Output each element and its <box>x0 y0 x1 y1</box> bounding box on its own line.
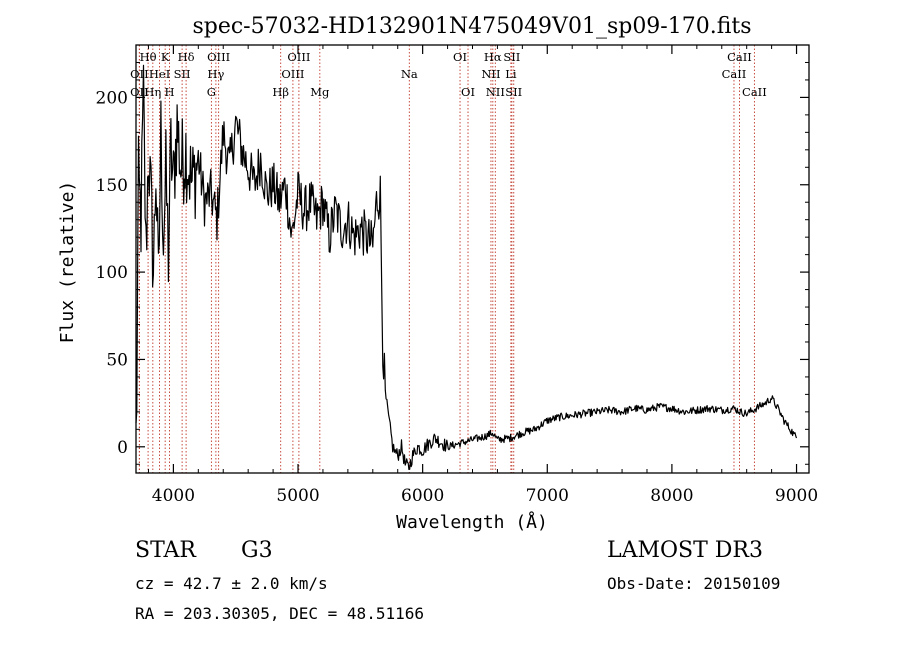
redshift-readout: cz = 42.7 ± 2.0 km/s <box>135 574 328 593</box>
x-tick-label: 5000 <box>276 486 319 506</box>
spectral-line-label: CaII <box>727 50 752 64</box>
spectral-line-label: CaII <box>742 85 767 99</box>
spectral-line-markers <box>138 45 755 473</box>
spectral-line-label: Hη <box>144 85 161 99</box>
spectral-line-label: Li <box>505 67 517 81</box>
spectral-line-label: HeI <box>149 67 170 81</box>
spectral-line-label: Na <box>401 67 418 81</box>
spectral-line-label: Hδ <box>178 50 195 64</box>
spectral-line-label: K <box>161 50 170 64</box>
x-tick-label: 7000 <box>526 486 569 506</box>
spectral-line-label: Hγ <box>207 67 224 81</box>
y-tick-label: 100 <box>96 263 128 283</box>
x-axis-label: Wavelength (Å) <box>396 511 548 533</box>
spectral-line-label: G <box>207 85 216 99</box>
spectral-line-label: Hθ <box>140 50 157 64</box>
spectral-line-label: OI <box>461 85 475 99</box>
spectral-line-label: NII <box>481 67 500 81</box>
flux-series-line <box>135 64 798 470</box>
spectral-line-label: Hβ <box>272 85 289 99</box>
spectral-line-label: CaII <box>722 67 747 81</box>
spectral-line-label: OIII <box>287 50 310 64</box>
spectral-line-label: OIII <box>281 67 304 81</box>
spectral-line-label: H <box>165 85 175 99</box>
spectral-line-label: OI <box>453 50 467 64</box>
y-tick-label: 50 <box>106 350 128 370</box>
x-tick-label: 4000 <box>152 486 195 506</box>
chart-title: spec-57032-HD132901N475049V01_sp09-170.f… <box>192 14 751 39</box>
spectral-line-label: Hα <box>484 50 502 64</box>
spectral-line-label: Mg <box>310 85 330 99</box>
x-tick-label: 9000 <box>775 486 818 506</box>
y-axis-label: Flux (relative) <box>57 181 78 344</box>
x-tick-label: 8000 <box>650 486 693 506</box>
spectral-line-label: SII <box>503 50 520 64</box>
spectral-line-label: SII <box>505 85 522 99</box>
survey-name: LAMOST DR3 <box>607 538 763 563</box>
y-tick-label: 150 <box>96 176 128 196</box>
spectral-line-label: OII <box>130 67 149 81</box>
y-tick-label: 200 <box>96 88 128 108</box>
y-tick-label: 0 <box>117 438 128 458</box>
spectral-line-label: SII <box>174 67 191 81</box>
obs-date: Obs-Date: 20150109 <box>607 574 781 593</box>
spectral-line-label: NII <box>486 85 505 99</box>
x-tick-label: 6000 <box>401 486 444 506</box>
object-subclass: G3 <box>241 538 273 563</box>
object-class: STAR <box>135 538 196 563</box>
spectral-line-label: OIII <box>207 50 230 64</box>
axis-ticks: 4000 5000 6000 7000 8000 9000 0 50 100 150 200 <box>96 45 818 506</box>
coordinates: RA = 203.30305, DEC = 48.51166 <box>135 604 424 623</box>
